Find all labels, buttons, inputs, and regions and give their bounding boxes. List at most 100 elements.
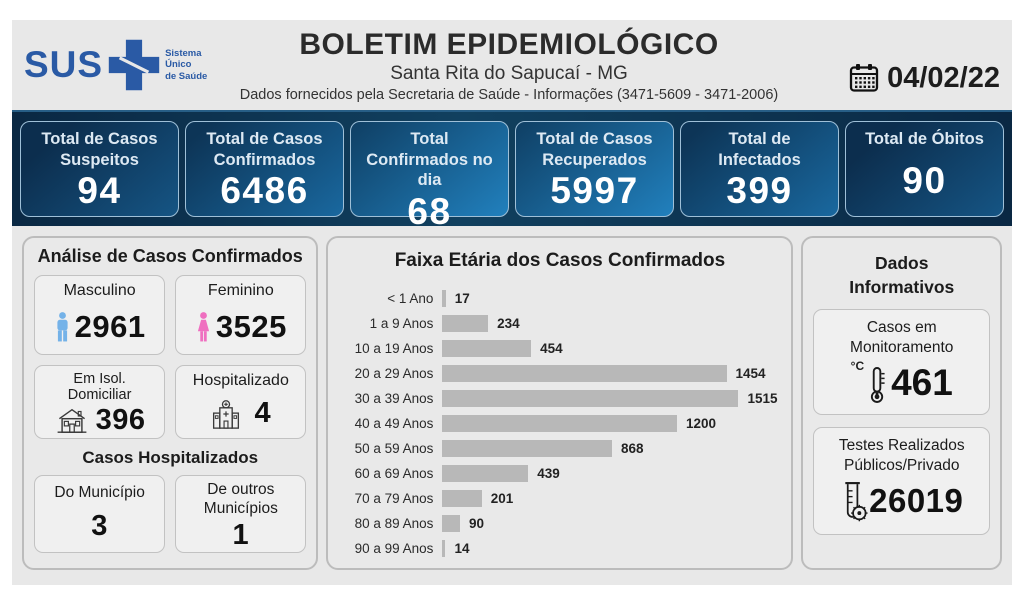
age-bar-chart: < 1 Ano 17 1 a 9 Anos 234 10 a 19 Anos 4… <box>342 286 777 561</box>
do-municipio-label: Do Município <box>54 484 145 501</box>
chart-category-label: 10 a 19 Anos <box>354 341 434 356</box>
chart-value-label: 868 <box>621 441 644 456</box>
tagline-line1: Sistema <box>165 47 202 59</box>
stat-label: Total de Óbitos <box>865 130 984 148</box>
info-line: Dados fornecidos pela Secretaria de Saúd… <box>239 86 779 103</box>
outros-municipios-label: De outros Municípios <box>176 481 305 518</box>
outros-municipios-value: 1 <box>232 518 250 551</box>
stat-label: Total de Infectados <box>718 130 801 169</box>
date-block: 04/02/22 <box>804 62 1000 95</box>
stat-label: Total de Casos Recuperados <box>536 130 653 169</box>
female-icon <box>195 311 212 343</box>
chart-bar <box>442 365 727 382</box>
chart-category-label: 40 a 49 Anos <box>354 416 434 431</box>
chart-row: < 1 Ano 17 <box>342 286 777 311</box>
chart-bar <box>442 440 613 457</box>
masculino-value: 2961 <box>74 308 146 344</box>
card-testes-realizados: Testes Realizados Públicos/Privado <box>813 427 990 536</box>
stat-value: 6486 <box>220 170 309 212</box>
card-outros-municipios: De outros Municípios 1 <box>175 475 307 553</box>
chart-category-label: 1 a 9 Anos <box>369 316 434 331</box>
feminino-value: 3525 <box>215 308 287 344</box>
chart-bar <box>442 340 532 357</box>
chart-row: 90 a 99 Anos 14 <box>342 536 777 561</box>
male-icon <box>54 311 71 343</box>
chart-value-label: 454 <box>540 341 563 356</box>
card-isolamento-domiciliar: Em Isol. Domiciliar <box>34 365 166 439</box>
stat-card-obitos: Total de Óbitos 90 <box>845 121 1004 217</box>
bulletin-slide: SUS Sistema Único de Saúde BOLETIM EPIDE… <box>12 20 1012 585</box>
stat-value: 399 <box>726 170 793 212</box>
summary-stats-bar: Total de Casos Suspeitos 94 Total de Cas… <box>12 110 1012 232</box>
testes-label: Testes Realizados Públicos/Privado <box>820 436 983 475</box>
outros-label-line1: De outros <box>207 481 275 498</box>
hospitalizados-section-title: Casos Hospitalizados <box>82 448 259 467</box>
tagline-line3: de Saúde <box>165 70 208 82</box>
age-chart-panel: Faixa Etária dos Casos Confirmados < 1 A… <box>326 236 794 570</box>
do-municipio-value: 3 <box>91 510 108 543</box>
chart-row: 30 a 39 Anos 1515 <box>342 386 777 411</box>
testes-value: 26019 <box>869 481 964 519</box>
stat-label: Total Confirmados no dia <box>366 130 493 190</box>
chart-row: 20 a 29 Anos 1454 <box>342 361 777 386</box>
chart-value-label: 14 <box>454 541 470 556</box>
chart-category-label: < 1 Ano <box>387 291 434 306</box>
chart-category-label: 20 a 29 Anos <box>354 366 434 381</box>
page-title: BOLETIM EPIDEMIOLÓGICO <box>299 27 719 61</box>
calendar-icon <box>849 63 879 93</box>
thermometer-icon <box>869 366 886 404</box>
testes-label-line2: Públicos/Privado <box>844 456 960 474</box>
chart-row: 70 a 79 Anos 201 <box>342 486 777 511</box>
stat-label: Total de Casos Confirmados <box>206 130 323 169</box>
chart-row: 40 a 49 Anos 1200 <box>342 411 777 436</box>
chart-category-label: 50 a 59 Anos <box>354 441 434 456</box>
stat-value: 94 <box>77 170 122 212</box>
chart-bar <box>442 515 461 532</box>
house-icon <box>54 407 90 434</box>
stat-value: 68 <box>407 190 452 232</box>
chart-category-label: 60 a 69 Anos <box>354 466 434 481</box>
outros-label-line2: Municípios <box>203 499 278 517</box>
celsius-label: °C <box>850 359 865 373</box>
isolamento-label-line1: Em Isol. <box>73 371 126 387</box>
chart-bar <box>442 465 529 482</box>
monitoramento-label-line2: Monitoramento <box>850 338 954 356</box>
card-hospitalizado: Hospitalizado <box>175 365 307 439</box>
analysis-title: Análise de Casos Confirmados <box>37 246 303 266</box>
card-casos-monitoramento: Casos em Monitoramento °C <box>813 309 990 416</box>
isolamento-label: Em Isol. Domiciliar <box>35 371 164 404</box>
chart-value-label: 17 <box>454 291 470 306</box>
card-masculino: Masculino 2961 <box>34 275 166 355</box>
sus-logo-tagline: Sistema Único de Saúde <box>165 48 207 82</box>
stat-label: Total de Casos Suspeitos <box>41 130 158 169</box>
chart-value-label: 201 <box>490 491 514 506</box>
info-title-line2: Informativos <box>849 276 955 297</box>
chart-category-label: 70 a 79 Anos <box>354 491 434 506</box>
isolamento-value: 396 <box>95 404 146 437</box>
chart-title: Faixa Etária dos Casos Confirmados <box>394 250 726 271</box>
stat-card-confirmados-dia: Total Confirmados no dia 68 <box>350 121 509 232</box>
info-panel: Dados Informativos Casos em Monitorament… <box>801 236 1002 570</box>
info-title-line1: Dados <box>875 253 929 273</box>
info-panel-title: Dados Informativos <box>813 252 990 299</box>
hospital-icon <box>211 399 241 429</box>
testes-label-line1: Testes Realizados <box>838 437 965 455</box>
chart-value-label: 1515 <box>747 391 778 406</box>
chart-category-label: 30 a 39 Anos <box>354 391 434 406</box>
stat-card-confirmados: Total de Casos Confirmados 6486 <box>185 121 344 217</box>
header: SUS Sistema Único de Saúde BOLETIM EPIDE… <box>12 20 1012 110</box>
hospitalizado-value: 4 <box>254 397 272 430</box>
title-block: BOLETIM EPIDEMIOLÓGICO Santa Rita do Sap… <box>214 28 804 103</box>
bulletin-date: 04/02/22 <box>887 61 1000 94</box>
isolamento-label-line2: Domiciliar <box>67 386 132 403</box>
chart-category-label: 90 a 99 Anos <box>354 541 434 556</box>
stat-value: 90 <box>902 159 947 201</box>
chart-category-label: 80 a 89 Anos <box>354 516 434 531</box>
masculino-label: Masculino <box>63 282 136 299</box>
stat-value: 5997 <box>550 170 639 212</box>
monitoramento-label: Casos em Monitoramento <box>820 318 983 357</box>
monitoramento-value: 461 <box>891 362 953 404</box>
page-subtitle: Santa Rita do Sapucaí - MG <box>390 62 628 84</box>
chart-value-label: 1454 <box>735 366 766 381</box>
chart-row: 10 a 19 Anos 454 <box>342 336 777 361</box>
